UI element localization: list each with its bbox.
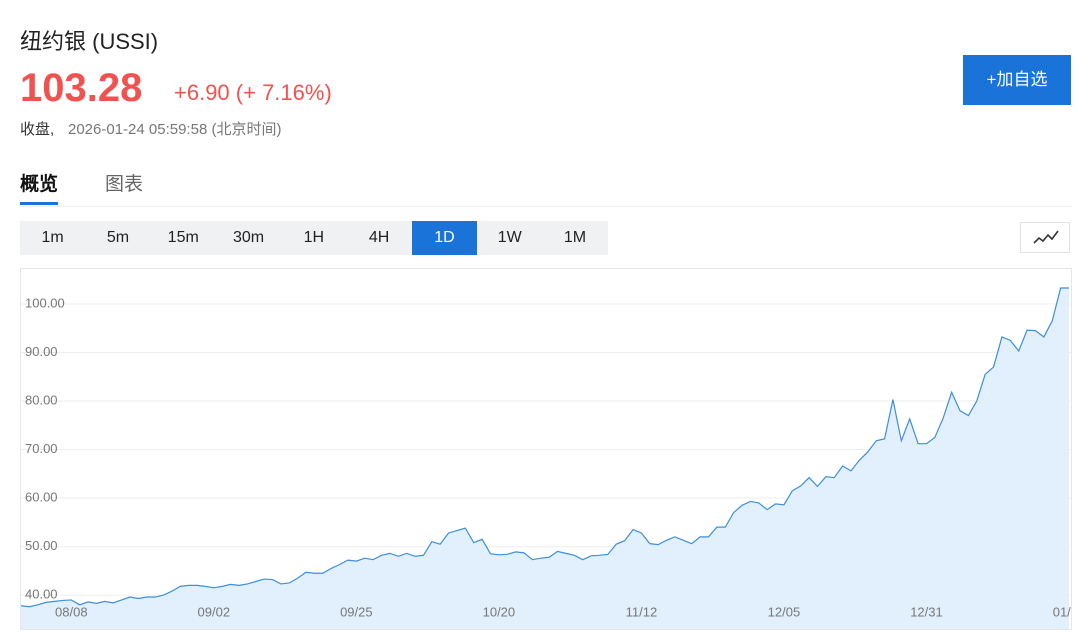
interval-button[interactable]: 1m (41, 229, 64, 246)
tab[interactable]: 概览 (20, 174, 59, 195)
y-tick-label: 90.00 (25, 344, 58, 359)
price-change: +6.90 (+ 7.16%) (174, 80, 332, 105)
x-tick-label: 01/23 (1053, 604, 1072, 619)
y-tick-label: 60.00 (25, 489, 58, 504)
chart-type-button[interactable] (1020, 222, 1070, 253)
x-tick-label: 11/12 (626, 604, 658, 619)
area (21, 288, 1069, 629)
line-icon (1033, 230, 1059, 244)
x-tick-label: 09/25 (340, 604, 373, 619)
divider (20, 206, 1072, 207)
add-watchlist-button[interactable]: +加自选 (963, 55, 1071, 105)
instrument-name: 纽约银 (USSI) (20, 29, 159, 54)
tab[interactable]: 图表 (105, 174, 144, 195)
y-tick-label: 50.00 (25, 538, 58, 553)
tab-underline (20, 202, 58, 205)
time: 2026-01-24 05:59:58 (68, 121, 208, 138)
interval-button[interactable]: 15m (167, 229, 199, 246)
interval-button[interactable]: 1W (497, 229, 522, 246)
line (21, 287, 1069, 608)
x-tick-label: 10/20 (483, 604, 516, 619)
interval-button[interactable]: 1D (411, 221, 478, 255)
interval-button[interactable]: 30m (232, 229, 265, 246)
y-tick-label: 70.00 (25, 441, 58, 456)
interval-button[interactable]: 5m (106, 229, 130, 246)
price: 103.28 (20, 66, 143, 110)
y-tick-label: 100.00 (25, 295, 65, 310)
y-tick-label: 80.00 (25, 392, 58, 407)
x-tick-label: 08/08 (55, 604, 88, 619)
interval-button[interactable]: 4H (368, 229, 390, 246)
x-tick-label: 12/31 (910, 604, 943, 619)
x-tick-label: 09/02 (198, 604, 231, 619)
chart: 40.00 50.00 60.00 70.00 80.00 90.00 100.00 08/0… (20, 268, 1072, 630)
y-tick-label: 40.00 (25, 587, 58, 602)
interval-button[interactable]: 1H (303, 229, 325, 246)
interval-bar: 1m 5m 15m 30m 1H 4H 1D 1W 1M (20, 221, 608, 255)
interval-button[interactable]: 1M (563, 229, 587, 246)
x-tick-label: 12/05 (768, 604, 801, 619)
timestamp: 2026-01-24 05:59:58 (北京时间) (68, 118, 281, 139)
timezone: (北京时间) (211, 121, 282, 138)
market-status: 收盘, (20, 121, 55, 138)
